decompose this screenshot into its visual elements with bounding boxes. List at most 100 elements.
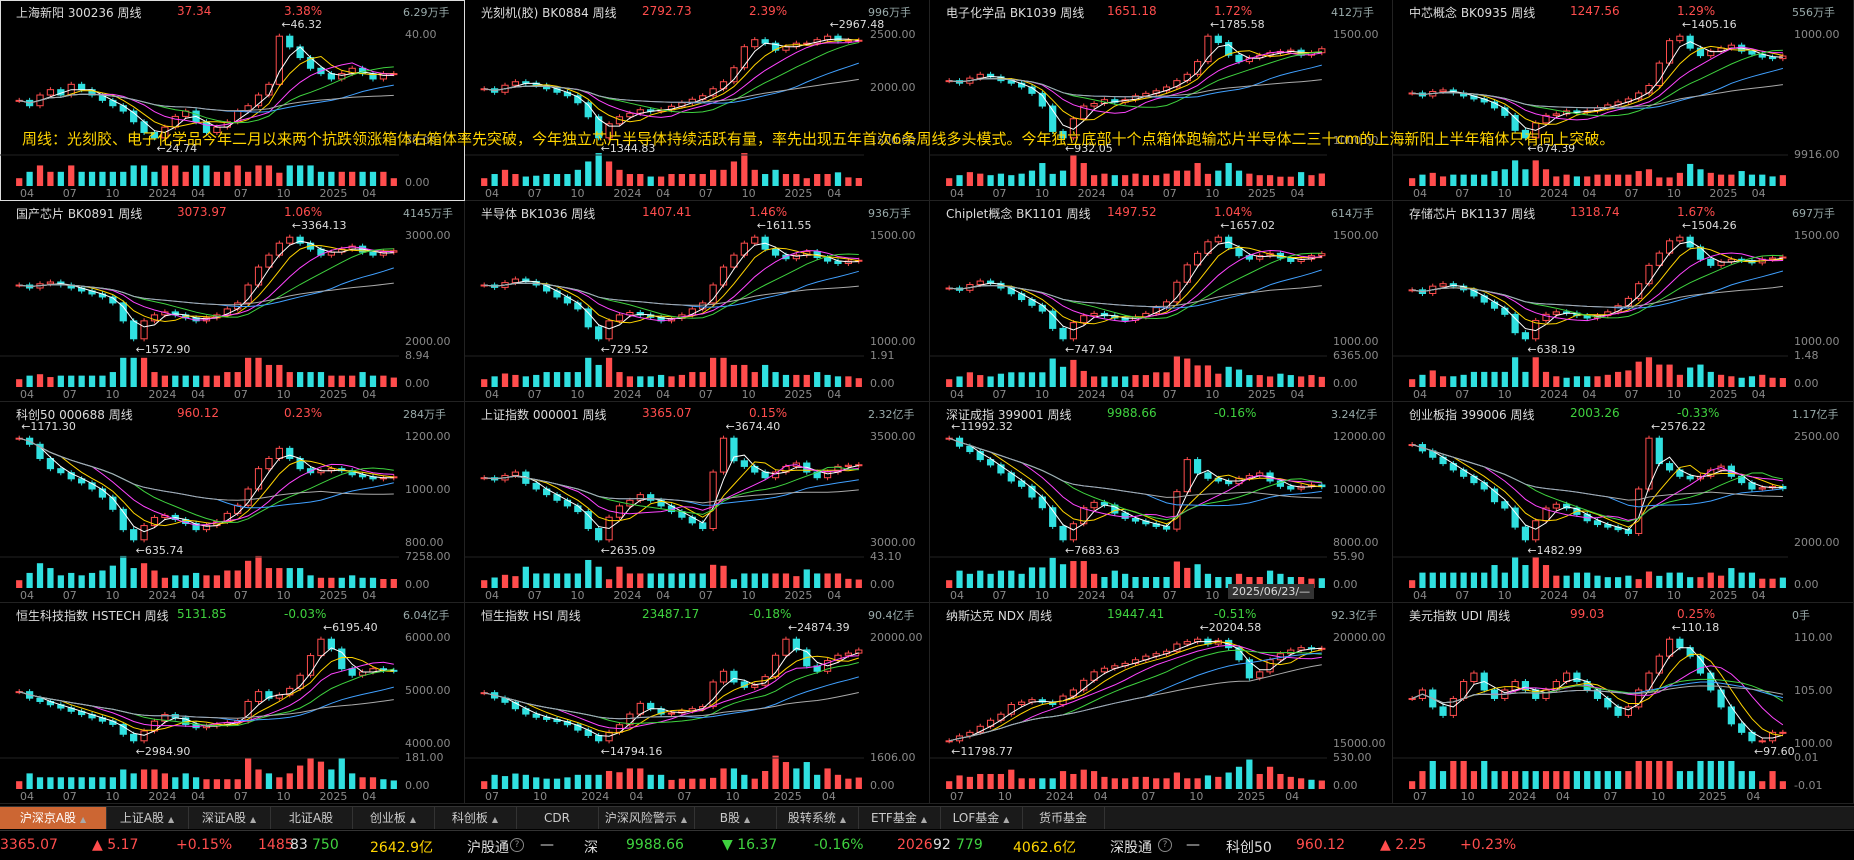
moving-average-line <box>1412 84 1783 109</box>
market-tab[interactable]: 深证A股 ▲ <box>188 807 271 829</box>
chart-panel[interactable]: 创业板指 399006 周线 2003.26 -0.33% 1.17亿手 ←2576.2… <box>1393 402 1854 603</box>
volume: 4145万手 <box>403 207 453 220</box>
security-name: 中芯概念 BK0935 周线 <box>1409 6 1536 20</box>
volume-bar <box>710 357 717 387</box>
candle-body <box>150 314 159 322</box>
kline-chart[interactable]: ←1171.30 ←635.74 1200.00 1000.00 800.007258.… <box>0 402 465 603</box>
kline-chart[interactable]: ←1785.58 ←932.05 1500.00 1000.00 04 07 10 2024 0… <box>930 0 1393 201</box>
kline-chart[interactable]: ←20204.58 ←11798.77 20000.00 15000.00530.00… <box>930 603 1393 804</box>
volume-bar <box>512 374 519 387</box>
security-name: 光刻机(胶) BK0884 周线 <box>481 6 617 20</box>
chart-panel[interactable]: 上海新阳 300236 周线 37.34 3.38% 6.29万手 ←46.32 ←24.… <box>0 0 465 201</box>
x-axis-label: 10 <box>1189 790 1203 803</box>
kline-chart[interactable]: ←24874.39 ←14794.16 20000.00 1606.00 0.00 07 1… <box>465 603 930 804</box>
x-axis-label: 2025 <box>319 790 347 803</box>
market-tab[interactable]: 货币基金 <box>1022 807 1105 829</box>
candle-body <box>1049 105 1057 132</box>
y-axis-label: 10000.00 <box>1333 483 1386 496</box>
volume-bar <box>1553 575 1560 588</box>
sgt-label[interactable]: 深股通 <box>1110 840 1152 856</box>
chart-panel[interactable]: Chiplet概念 BK1101 周线 1497.52 1.04% 614万手 ←165… <box>930 201 1393 402</box>
volume-bar <box>1308 175 1315 186</box>
market-tab[interactable]: CDR <box>516 807 599 829</box>
market-tab[interactable]: LOF基金 ▲ <box>940 807 1023 829</box>
volume-bar <box>678 374 686 387</box>
kline-chart[interactable]: ←2967.48 ←1344.83 2500.00 2000.00 1500.00 04 0… <box>465 0 930 201</box>
chart-panel[interactable]: 恒生科技指数 HSTECH 周线 5131.85 -0.03% 6.04亿手 ←6195… <box>0 603 465 804</box>
last-price: 1651.18 <box>1107 4 1157 18</box>
moving-average-line <box>949 78 1322 98</box>
volume-bar <box>1204 573 1212 588</box>
market-tab[interactable]: 科创板 ▲ <box>434 807 517 829</box>
chart-panel[interactable]: 国产芯片 BK0891 周线 3073.97 1.06% 4145万手 ←3364.13… <box>0 201 465 402</box>
volume: 412万手 <box>1331 6 1374 19</box>
volume-bar <box>1697 577 1704 588</box>
market-tab[interactable]: 股转系统 ▲ <box>776 807 859 829</box>
market-tab[interactable]: B股 ▲ <box>694 807 777 829</box>
last-price: 3365.07 <box>642 406 692 420</box>
volume-bar <box>1769 377 1776 387</box>
market-tab[interactable]: 沪深京A股 ▲ <box>0 807 107 829</box>
volume-bar <box>390 377 397 387</box>
volume-bar <box>1584 176 1591 186</box>
volume-bar <box>1059 170 1067 186</box>
volume-bar <box>1429 760 1436 789</box>
x-axis-label: 07 <box>234 589 248 602</box>
kline-chart[interactable]: ←1611.55 ←729.52 1500.00 1000.001.91 0.00 04 0… <box>465 201 930 402</box>
panel-header: 科创50 000688 周线 960.12 0.23% 284万手 <box>0 402 464 422</box>
x-axis-label: 10 <box>277 589 291 602</box>
volume-bar <box>224 171 231 186</box>
chart-panel[interactable]: 中芯概念 BK0935 周线 1247.56 1.29% 556万手 ←1405.16 ←… <box>1393 0 1854 201</box>
candle-body <box>626 499 634 507</box>
volume-bar <box>255 165 262 186</box>
chart-panel[interactable]: 电子化学品 BK1039 周线 1651.18 1.72% 412万手 ←1785.58… <box>930 0 1393 201</box>
kline-chart[interactable]: ←46.32 ←24.74 40.00 30.00 0.00 04 07 10 2024 04 07… <box>0 0 465 201</box>
chart-panel[interactable]: 半导体 BK1036 周线 1407.41 1.46% 936万手 ←1611.55 ←7… <box>465 201 930 402</box>
hgt-label[interactable]: 沪股通 <box>467 840 509 856</box>
candle-body <box>46 89 55 96</box>
kline-chart[interactable]: ←110.18 ←97.60 110.00 105.00 100.000.01 -0.01… <box>1393 603 1854 804</box>
chart-panel[interactable]: 纳斯达克 NDX 周线 19447.41 -0.51% 92.3亿手 ←20204.58… <box>930 603 1393 804</box>
change-percent: 2.39% <box>749 4 788 18</box>
x-axis-label: 04 <box>1413 388 1427 401</box>
kline-chart[interactable]: ←3364.13 ←1572.90 3000.00 2000.008.94 0.00 04… <box>0 201 465 402</box>
volume-bar <box>1266 376 1274 387</box>
kline-chart[interactable]: ←6195.40 ←2984.90 6000.00 5000.00 4000.00181… <box>0 603 465 804</box>
chart-panel[interactable]: 美元指数 UDI 周线 99.03 0.25% 0手 ←110.18 ←97.60 110.… <box>1393 603 1854 804</box>
kline-chart[interactable]: ←11992.32 ←7683.63 12000.00 10000.00 8000.00… <box>930 402 1393 603</box>
chart-panel[interactable]: 科创50 000688 周线 960.12 0.23% 284万手 ←1171.30 ←6… <box>0 402 465 603</box>
candle-body <box>511 701 520 710</box>
volume: 697万手 <box>1792 207 1835 220</box>
x-axis-label: 07 <box>993 388 1007 401</box>
volume-bar <box>265 364 273 387</box>
moving-average-line <box>19 240 394 328</box>
volume-bar <box>533 374 540 387</box>
moving-average-line <box>484 253 859 319</box>
chart-panel[interactable]: 深证成指 399001 周线 9988.66 -0.16% 3.24亿手 ←11992.… <box>930 402 1393 603</box>
x-axis-label: 04 <box>362 790 376 803</box>
high-marker: ←1405.16 <box>1682 18 1737 31</box>
market-tab[interactable]: ETF基金 ▲ <box>858 807 941 829</box>
market-tab[interactable]: 北证A股 <box>270 807 353 829</box>
chart-panel[interactable]: 存储芯片 BK1137 周线 1318.74 1.67% 697万手 ←1504.26 ←… <box>1393 201 1854 402</box>
volume-bar <box>234 165 241 186</box>
kline-chart[interactable]: ←2576.22 ←1482.99 2500.00 2000.00 0.00 04 07 10… <box>1393 402 1854 603</box>
help-icon[interactable]: ? <box>1158 837 1172 853</box>
market-tab[interactable]: 沪深风险警示 ▲ <box>598 807 695 829</box>
market-tab[interactable]: 上证A股 ▲ <box>106 807 189 829</box>
volume-bar <box>172 165 179 186</box>
kline-chart[interactable]: ←1405.16 ←674.39 1000.00 9916.00 04 07 10 2024 0… <box>1393 0 1854 201</box>
volume-bar <box>1542 169 1550 186</box>
volume-bar <box>1266 766 1274 789</box>
candle-body <box>244 105 252 112</box>
chart-panel[interactable]: 恒生指数 HSI 周线 23487.17 -0.18% 90.4亿手 ←24874.39… <box>465 603 930 804</box>
help-icon[interactable]: ? <box>510 837 524 853</box>
market-tab[interactable]: 创业板 ▲ <box>352 807 435 829</box>
chart-panel[interactable]: 上证指数 000001 周线 3365.07 0.15% 2.32亿手 ←3674.40… <box>465 402 930 603</box>
chart-panel[interactable]: 光刻机(胶) BK0884 周线 2792.73 2.39% 996万手 ←2967.4… <box>465 0 930 201</box>
volume-bar <box>793 374 800 387</box>
candle-body <box>1028 485 1036 498</box>
kline-chart[interactable]: ←1504.26 ←638.19 1500.00 1000.001.48 0.00 04 0… <box>1393 201 1854 402</box>
